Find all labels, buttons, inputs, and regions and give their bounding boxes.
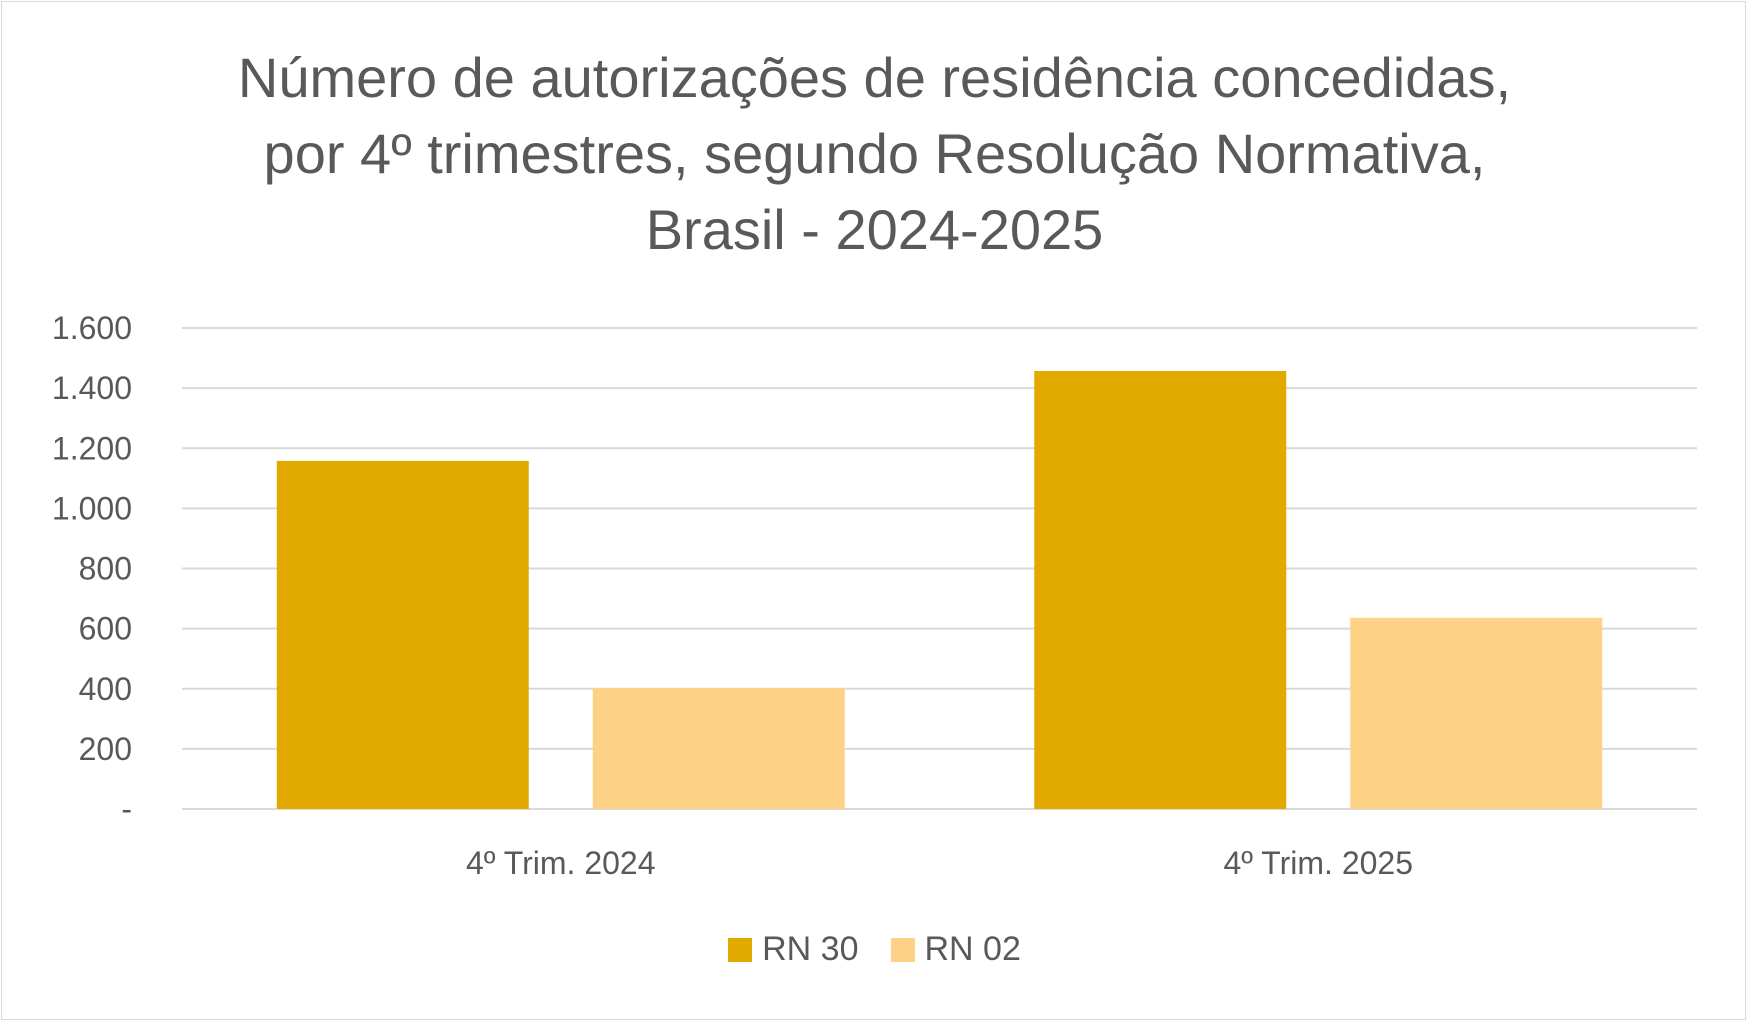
legend-swatch-rn02 (890, 937, 915, 962)
y-tick-label: 1.400 (52, 370, 132, 406)
x-tick-label: 4º Trim. 2024 (466, 845, 656, 881)
y-tick-label: 400 (79, 671, 132, 707)
x-tick-label: 4º Trim. 2025 (1223, 845, 1413, 881)
y-tick-label: 800 (79, 551, 132, 587)
legend-item-rn30: RN 30 (728, 930, 859, 969)
legend: RN 30 RN 02 (0, 930, 1749, 969)
chart-title-line-3: Brasil - 2024-2025 (645, 198, 1104, 261)
bars (276, 370, 1603, 809)
y-tick-label: 1.000 (52, 490, 132, 526)
bar-rn30-2 (1034, 370, 1287, 809)
legend-label-rn30: RN 30 (762, 930, 859, 968)
bar-rn02-2 (1350, 617, 1603, 809)
bar-rn30-1 (276, 460, 529, 809)
y-tick-label: 1.600 (52, 310, 132, 346)
y-tick-label: 1.200 (52, 430, 132, 466)
x-axis-tick-labels: 4º Trim. 2024 4º Trim. 2025 (466, 845, 1413, 881)
y-tick-label: 600 (79, 611, 132, 647)
bar-rn02-1 (592, 688, 845, 809)
legend-swatch-rn30 (728, 937, 753, 962)
legend-item-rn02: RN 02 (890, 930, 1021, 969)
y-tick-label: - (121, 791, 132, 827)
y-tick-label: 200 (79, 731, 132, 767)
chart-title-line-1: Número de autorizações de residência con… (237, 46, 1512, 109)
y-axis-tick-labels: - 200 400 600 800 1.000 1.200 1.400 1.600 (52, 310, 132, 827)
legend-label-rn02: RN 02 (924, 930, 1021, 968)
chart-title: Número de autorizações de residência con… (0, 40, 1749, 268)
chart-title-line-2: por 4º trimestres, segundo Resolução Nor… (263, 122, 1486, 185)
